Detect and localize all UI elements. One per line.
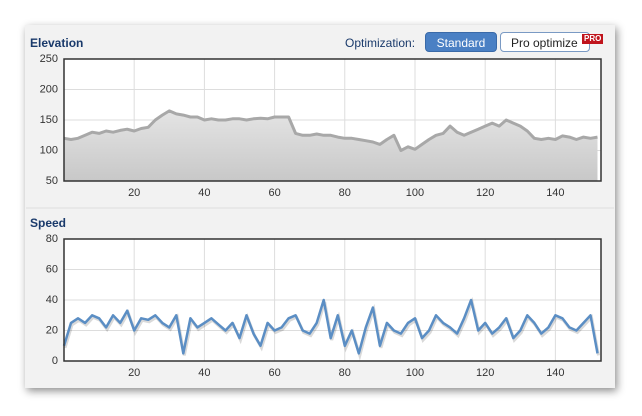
x-tick-label: 80	[339, 367, 351, 379]
y-tick-label: 250	[40, 53, 58, 65]
y-tick-label: 40	[46, 294, 58, 306]
y-tick-label: 150	[40, 114, 58, 126]
x-tick-label: 100	[406, 187, 424, 199]
x-tick-label: 120	[476, 187, 494, 199]
y-tick-label: 60	[46, 263, 58, 275]
pro-optimize-button[interactable]: Pro optimize	[500, 32, 590, 52]
area	[64, 110, 598, 181]
chart-title: Elevation	[30, 36, 83, 50]
plot-border	[63, 58, 602, 182]
y-tick-label: 20	[46, 324, 58, 336]
x-tick-label: 40	[198, 367, 210, 379]
x-tick-label: 40	[198, 187, 210, 199]
y-tick-label: 80	[46, 233, 58, 245]
chart-title: Speed	[30, 216, 66, 230]
pro-badge: PRO	[582, 34, 604, 44]
x-tick-label: 140	[546, 187, 564, 199]
x-tick-label: 60	[268, 367, 280, 379]
x-tick-label: 100	[406, 367, 424, 379]
standard-button[interactable]: Standard	[425, 32, 497, 52]
x-tick-label: 20	[128, 187, 140, 199]
x-tick-label: 80	[339, 187, 351, 199]
y-tick-label: 200	[40, 83, 58, 95]
y-tick-label: 50	[46, 175, 58, 187]
line	[63, 109, 598, 152]
x-tick-label: 20	[128, 367, 140, 379]
y-tick-label: 100	[40, 144, 58, 156]
plot-border	[63, 238, 602, 362]
line	[62, 298, 599, 355]
x-tick-label: 120	[476, 367, 494, 379]
y-tick-label: 0	[52, 355, 58, 367]
x-tick-label: 60	[268, 187, 280, 199]
x-tick-label: 140	[546, 367, 564, 379]
optimization-label: Optimization:	[345, 36, 416, 50]
